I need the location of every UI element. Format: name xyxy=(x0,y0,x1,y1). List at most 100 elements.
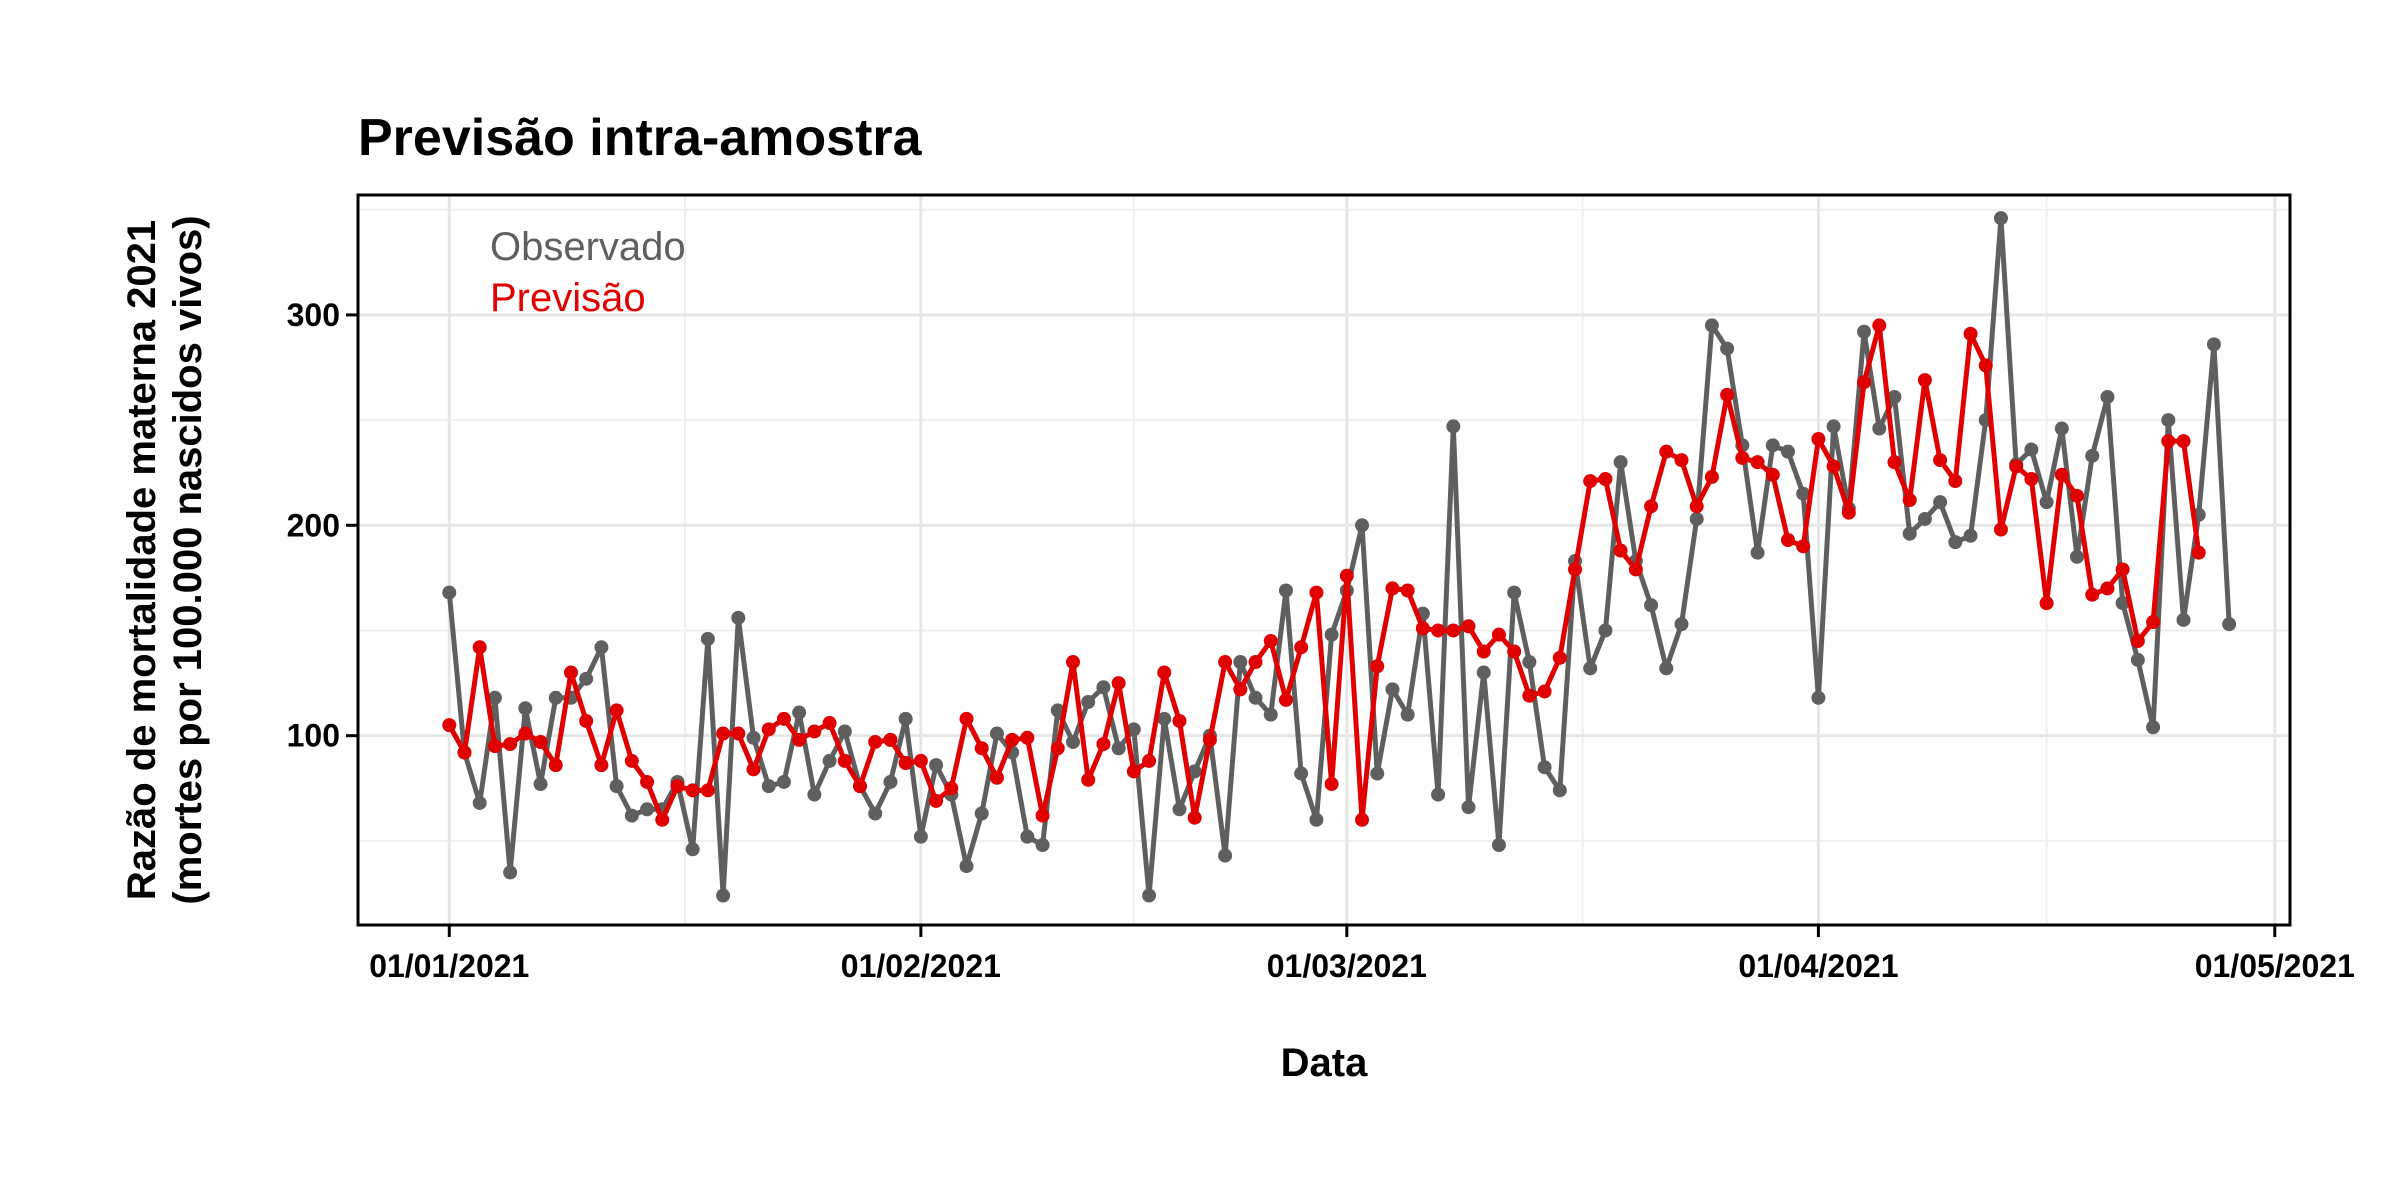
data-point-previsao xyxy=(913,753,928,768)
data-point-previsao xyxy=(2100,581,2115,596)
data-point-observado xyxy=(1750,545,1765,560)
data-point-previsao xyxy=(776,711,791,726)
data-point-previsao xyxy=(1917,373,1932,388)
data-point-previsao xyxy=(716,726,731,741)
data-point-previsao xyxy=(1202,732,1217,747)
data-point-previsao xyxy=(1887,455,1902,470)
data-point-previsao xyxy=(731,726,746,741)
data-point-observado xyxy=(1826,419,1841,434)
y-tick-label: 200 xyxy=(287,507,340,543)
data-point-observado xyxy=(1476,665,1491,680)
data-point-observado xyxy=(1857,324,1872,339)
data-point-observado xyxy=(1872,421,1887,436)
data-point-observado xyxy=(1963,528,1978,543)
data-point-observado xyxy=(2085,448,2100,463)
data-point-observado xyxy=(1583,661,1598,676)
data-point-observado xyxy=(579,671,594,686)
data-point-observado xyxy=(761,779,776,794)
data-point-observado xyxy=(1400,707,1415,722)
data-point-previsao xyxy=(1857,375,1872,390)
data-point-previsao xyxy=(837,753,852,768)
legend: Observado Previsão xyxy=(490,225,686,320)
data-point-observado xyxy=(1431,787,1446,802)
data-point-observado xyxy=(1902,526,1917,541)
data-point-previsao xyxy=(1415,621,1430,636)
data-point-previsao xyxy=(1278,692,1293,707)
data-point-previsao xyxy=(1933,453,1948,468)
data-point-observado xyxy=(1598,623,1613,638)
data-point-previsao xyxy=(2115,562,2130,577)
y-tick-label: 100 xyxy=(287,718,340,754)
data-point-observado xyxy=(1096,680,1111,695)
data-point-observado xyxy=(1278,583,1293,598)
data-point-observado xyxy=(1309,812,1324,827)
data-point-previsao xyxy=(1065,655,1080,670)
data-point-observado xyxy=(807,787,822,802)
data-point-previsao xyxy=(2085,587,2100,602)
y-tick-label: 300 xyxy=(287,297,340,333)
data-point-previsao xyxy=(1005,732,1020,747)
data-point-observado xyxy=(1370,766,1385,781)
data-point-observado xyxy=(2039,495,2054,510)
plot-border xyxy=(356,193,2292,927)
data-point-observado xyxy=(959,859,974,874)
data-point-observado xyxy=(1674,617,1689,632)
data-point-observado xyxy=(929,758,944,773)
data-point-observado xyxy=(1187,764,1202,779)
data-point-previsao xyxy=(1902,493,1917,508)
data-point-previsao xyxy=(1704,469,1719,484)
data-point-previsao xyxy=(2009,459,2024,474)
data-point-previsao xyxy=(472,640,487,655)
data-point-previsao xyxy=(503,737,518,752)
data-point-previsao xyxy=(1552,650,1567,665)
data-point-observado xyxy=(2100,389,2115,404)
data-point-observado xyxy=(442,585,457,600)
data-point-observado xyxy=(1355,518,1370,533)
data-point-observado xyxy=(2130,652,2145,667)
data-point-previsao xyxy=(1172,713,1187,728)
data-point-previsao xyxy=(563,665,578,680)
data-point-previsao xyxy=(670,779,685,794)
data-point-previsao xyxy=(1780,533,1795,548)
data-point-previsao xyxy=(2191,545,2206,560)
data-point-observado xyxy=(1126,722,1141,737)
data-point-previsao xyxy=(959,711,974,726)
data-point-observado xyxy=(1172,802,1187,817)
data-point-observado xyxy=(1035,838,1050,853)
data-point-previsao xyxy=(2070,488,2085,503)
data-point-previsao xyxy=(2054,467,2069,482)
data-point-previsao xyxy=(457,745,472,760)
data-point-observado xyxy=(1142,888,1157,903)
data-point-previsao xyxy=(746,762,761,777)
data-point-previsao xyxy=(548,758,563,773)
data-point-previsao xyxy=(1491,627,1506,642)
data-point-observado xyxy=(548,690,563,705)
data-point-previsao xyxy=(1750,455,1765,470)
data-point-observado xyxy=(913,829,928,844)
data-point-previsao xyxy=(929,793,944,808)
data-point-previsao xyxy=(1598,472,1613,487)
data-point-observado xyxy=(868,806,883,821)
data-point-previsao xyxy=(1294,640,1309,655)
y-axis-title: Razão de mortalidade materna 2021 (morte… xyxy=(120,215,210,904)
data-point-previsao xyxy=(2161,434,2176,449)
data-point-previsao xyxy=(655,812,670,827)
x-tick-label: 01/02/2021 xyxy=(841,948,1001,984)
data-point-observado xyxy=(1446,419,1461,434)
data-point-previsao xyxy=(807,724,822,739)
data-point-observado xyxy=(1720,341,1735,356)
data-point-observado xyxy=(1522,655,1537,670)
data-point-observado xyxy=(1917,511,1932,526)
data-point-observado xyxy=(2206,337,2221,352)
data-point-previsao xyxy=(1081,772,1096,787)
data-point-previsao xyxy=(1248,655,1263,670)
data-point-previsao xyxy=(1826,459,1841,474)
data-point-observado xyxy=(1811,690,1826,705)
data-point-previsao xyxy=(1035,808,1050,823)
data-point-observado xyxy=(1218,848,1233,863)
data-point-observado xyxy=(883,774,898,789)
data-point-observado xyxy=(2146,720,2161,735)
series-previsao xyxy=(442,318,2206,827)
data-point-previsao xyxy=(1659,444,1674,459)
data-point-previsao xyxy=(1537,684,1552,699)
